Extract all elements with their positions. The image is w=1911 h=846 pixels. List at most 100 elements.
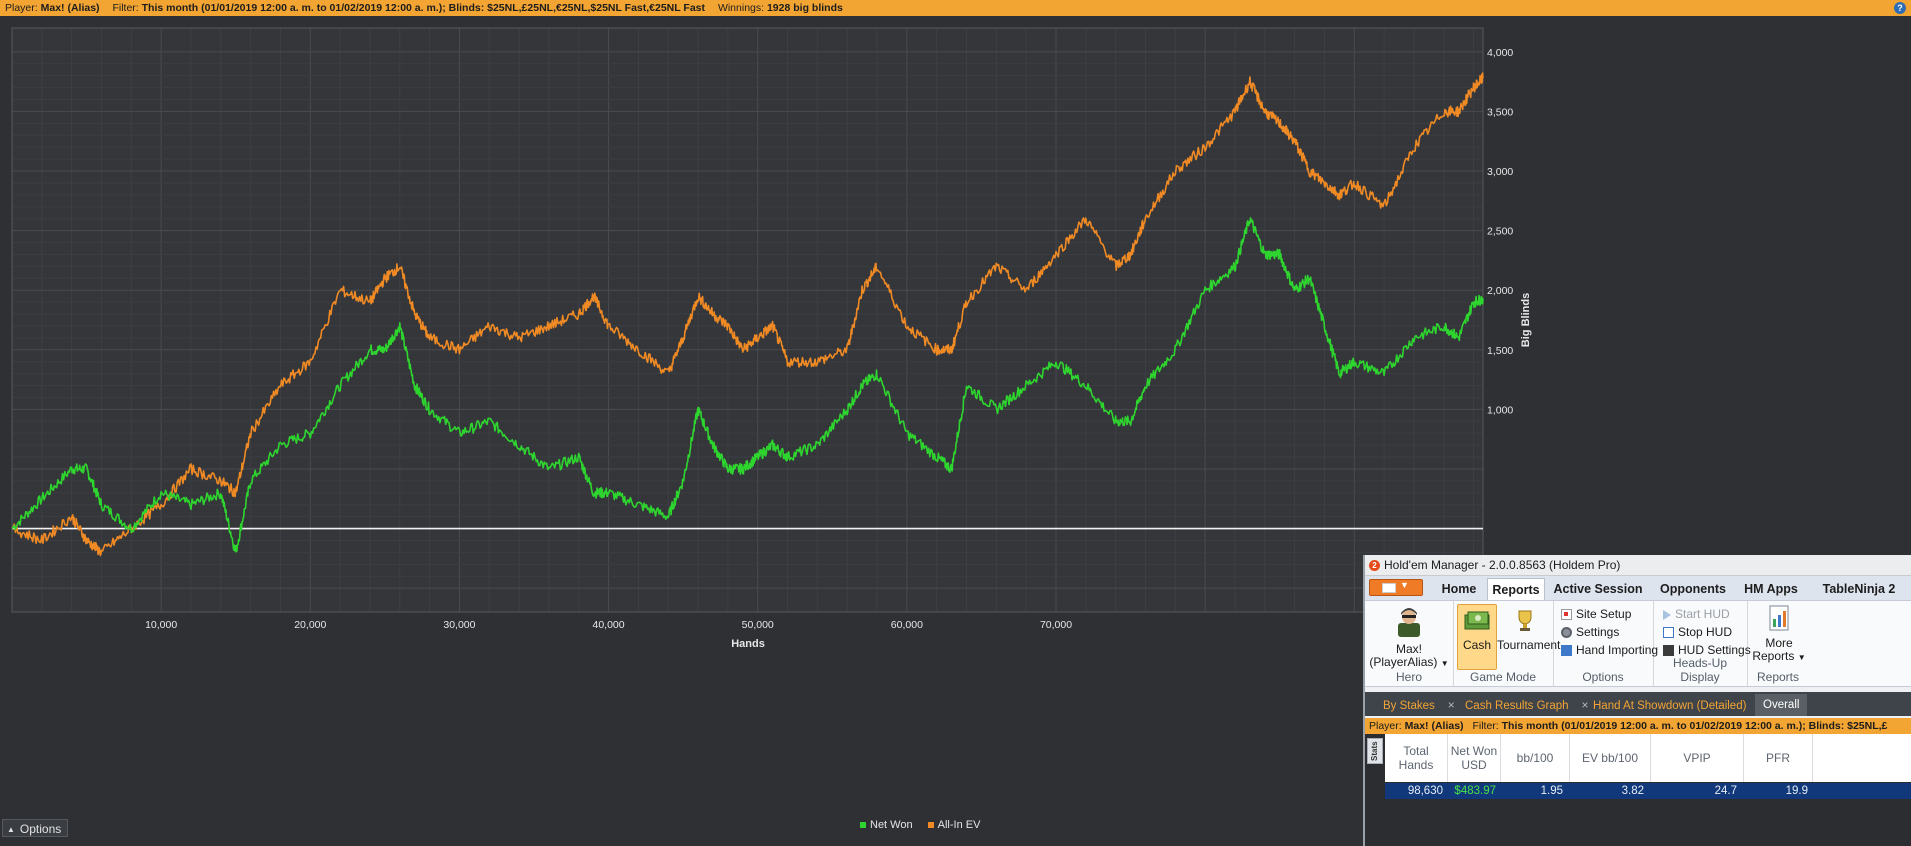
x-tick-label: 70,000 [1040, 619, 1072, 631]
column-header-net-won[interactable]: Net Won USD [1448, 734, 1501, 782]
filter-label: Filter: [112, 2, 139, 14]
chart-legend: Net Won All-In EV [860, 819, 992, 831]
hand-importing-button[interactable]: Hand Importing [1561, 643, 1658, 657]
y-tick-label: 2,000 [1487, 285, 1513, 297]
ribbon: Max! (PlayerAlias) ▼ Hero Cash [1365, 600, 1911, 687]
tab-tableninja[interactable]: TableNinja 2 [1822, 582, 1896, 596]
tab-reports[interactable]: Reports [1487, 578, 1545, 600]
report-tab-cash-results-graph[interactable]: Cash Results Graph × [1465, 698, 1589, 712]
y-tick-label: 1,500 [1487, 345, 1513, 357]
y-tick-label: 3,000 [1487, 166, 1513, 178]
x-tick-label: 60,000 [891, 619, 923, 631]
chevron-down-icon: ▼ [1440, 659, 1449, 668]
options-button[interactable]: ▲ Options [2, 819, 68, 837]
report-tab-by-stakes[interactable]: By Stakes × [1383, 698, 1455, 712]
column-header-ev-bb100[interactable]: EV bb/100 [1570, 734, 1651, 782]
site-setup-button[interactable]: Site Setup [1561, 607, 1631, 621]
application-menu-button[interactable]: ▼ [1369, 579, 1423, 596]
avatar-icon [1398, 608, 1420, 637]
trophy-icon [1518, 610, 1532, 631]
report-filter-bar: Player: Max! (Alias) Filter: This month … [1365, 718, 1911, 734]
x-axis: 10,000 20,000 30,000 40,000 50,000 60,000 70,0… [145, 619, 1072, 631]
plot-border [11, 27, 1484, 613]
legend-item-net-won: Net Won [860, 819, 913, 831]
winnings-value: 1928 big blinds [766, 2, 843, 14]
column-header-total-hands[interactable]: Total Hands [1385, 734, 1448, 782]
y-tick-label: 1,000 [1487, 404, 1513, 416]
ribbon-group-game-mode: Cash Tournament Game Mode [1453, 601, 1560, 686]
cell-net-won: $483.97 [1454, 785, 1496, 797]
ribbon-group-reports: More Reports ▼ Reports [1747, 601, 1809, 686]
y-tick-label: 4,000 [1487, 47, 1513, 59]
stats-side-tab[interactable]: Stats [1367, 738, 1383, 764]
stop-hud-button[interactable]: Stop HUD [1663, 625, 1732, 639]
gear-icon [1561, 627, 1572, 638]
hud-settings-button[interactable]: HUD Settings [1663, 643, 1751, 657]
cell-ev-bb100: 3.82 [1621, 785, 1644, 797]
group-label-hero: Hero [1395, 670, 1422, 684]
group-label-game-mode: Game Mode [1469, 670, 1537, 684]
cell-vpip: 24.7 [1714, 785, 1737, 797]
cell-total-hands: 98,630 [1407, 785, 1443, 797]
stats-table-header: Total Hands Net Won USD bb/100 EV bb/100… [1385, 734, 1911, 782]
cell-bb100: 1.95 [1540, 785, 1563, 797]
y-axis: 1,000 1,500 2,000 2,500 3,000 3,500 4,000 [1487, 47, 1513, 417]
grid [11, 27, 1484, 613]
report-tab-bar: By Stakes × Cash Results Graph × Hand At S… [1365, 692, 1911, 716]
group-label-reports: Reports [1756, 670, 1800, 684]
chevron-down-icon: ▼ [1797, 653, 1806, 662]
start-hud-button[interactable]: Start HUD [1663, 607, 1730, 621]
site-setup-icon [1561, 609, 1572, 620]
report-tab-hand-at-showdown[interactable]: Hand At Showdown (Detailed)× [1593, 694, 1766, 716]
cell-pfr: 19.9 [1785, 785, 1808, 797]
column-header-pfr[interactable]: PFR [1744, 734, 1813, 782]
filter-value: This month (01/01/2019 12:00 a. m. to 01… [141, 2, 706, 14]
help-icon[interactable]: ? [1894, 2, 1906, 14]
x-tick-label: 40,000 [593, 619, 625, 631]
close-icon[interactable]: × [1447, 698, 1455, 712]
close-icon[interactable]: × [1581, 698, 1589, 712]
legend-item-all-in-ev: All-In EV [927, 819, 980, 831]
group-label-options: Options [1582, 670, 1624, 684]
x-tick-label: 30,000 [443, 619, 475, 631]
player-label: Player: [5, 2, 38, 14]
tab-home[interactable]: Home [1441, 582, 1477, 596]
settings-button[interactable]: Settings [1561, 625, 1619, 639]
winnings-label: Winnings: [717, 2, 765, 14]
chevron-up-icon: ▲ [7, 824, 15, 834]
tab-active-session[interactable]: Active Session [1553, 582, 1643, 596]
x-tick-label: 10,000 [145, 619, 177, 631]
player-value: Max! (Alias) [40, 2, 100, 14]
series-all-in-ev-line [11, 72, 1484, 557]
window-title-bar: 2 Hold'em Manager - 2.0.0.8563 (Holdem Pr… [1365, 555, 1911, 576]
cash-icon [1464, 611, 1490, 630]
cash-button[interactable]: Cash [1457, 609, 1497, 652]
report-tab-overall[interactable]: Overall [1755, 694, 1808, 716]
group-label-hud: Heads-Up Display [1672, 656, 1728, 684]
hero-button[interactable]: Max! (PlayerAlias) ▼ [1369, 605, 1449, 670]
tournament-button[interactable]: Tournament [1497, 609, 1560, 652]
column-header-vpip[interactable]: VPIP [1651, 734, 1744, 782]
column-header-bb100[interactable]: bb/100 [1501, 734, 1570, 782]
x-tick-label: 20,000 [294, 619, 326, 631]
hud-settings-icon [1663, 645, 1674, 656]
main-tab-bar: ▼ Home Reports Active Session Opponents … [1365, 576, 1911, 600]
play-icon [1663, 610, 1671, 620]
stats-panel: Stats Total Hands Net Won USD bb/100 EV … [1365, 734, 1911, 846]
holdem-manager-window: 2 Hold'em Manager - 2.0.0.8563 (Holdem Pr… [1363, 555, 1911, 846]
stop-icon [1663, 627, 1674, 638]
more-reports-button[interactable]: More Reports ▼ [1751, 605, 1807, 664]
tab-opponents[interactable]: Opponents [1660, 582, 1726, 596]
table-row[interactable]: 98,630 $483.97 1.95 3.82 24.7 19.9 [1385, 783, 1911, 799]
tab-hm-apps[interactable]: HM Apps [1744, 582, 1798, 596]
app-logo-icon: 2 [1369, 560, 1380, 572]
report-icon [1769, 605, 1789, 631]
series-net-won-line [11, 217, 1484, 553]
y-tick-label: 3,500 [1487, 106, 1513, 118]
series-lines [11, 72, 1484, 557]
x-axis-label: Hands [731, 638, 765, 650]
results-graph: 10,000 20,000 30,000 40,000 50,000 60,000 70,0… [11, 27, 1532, 650]
x-tick-label: 50,000 [742, 619, 774, 631]
graph-filter-bar: Player: Max! (Alias) Filter: This month … [0, 0, 1911, 16]
import-arrow-icon [1561, 645, 1572, 656]
